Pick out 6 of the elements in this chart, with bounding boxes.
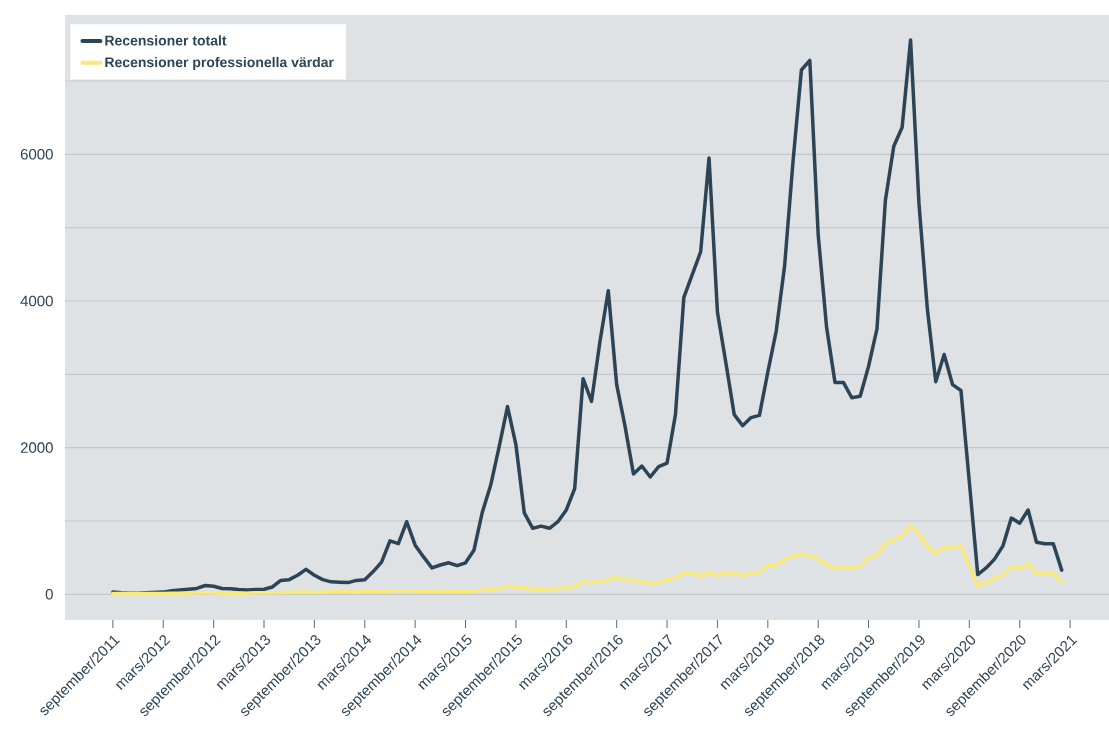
y-tick-label: 4000 <box>20 295 53 307</box>
legend-label: Recensioner professionella värdar <box>105 56 334 70</box>
y-tick-label: 6000 <box>20 149 53 160</box>
y-tick-label: 0 <box>45 589 53 600</box>
y-tick-label: 2000 <box>20 442 53 453</box>
legend-label: Recensioner totalt <box>105 35 227 46</box>
